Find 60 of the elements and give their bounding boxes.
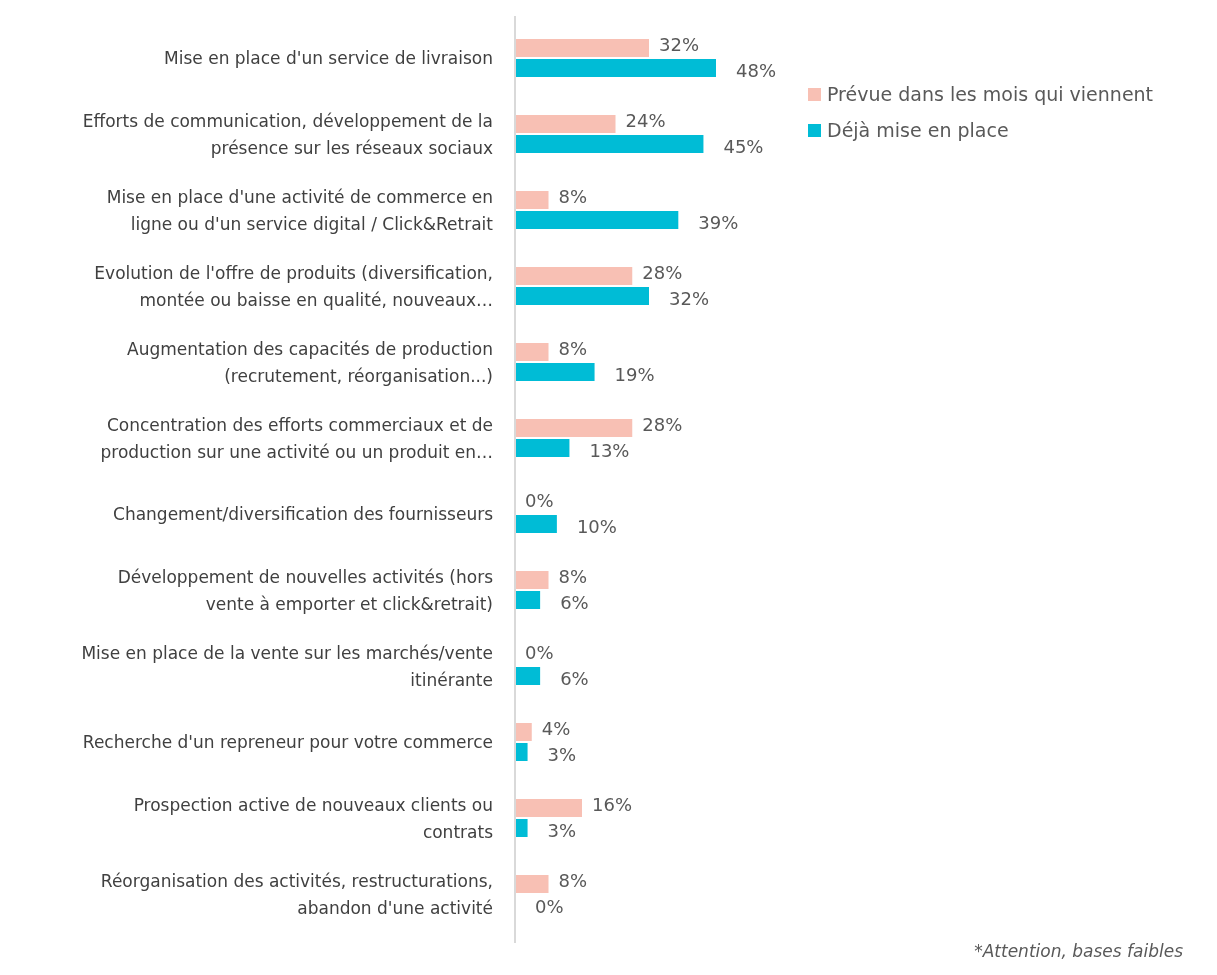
bar bbox=[515, 191, 549, 209]
bar bbox=[515, 799, 582, 817]
bar bbox=[515, 439, 570, 457]
y-tick-label: Evolution de l'offre de produits (diversification, montée ou baisse en qualité, nouveaux… bbox=[94, 262, 493, 310]
y-tick-label: Augmentation des capacités de production (recrutement, réorganisation...) bbox=[127, 338, 493, 386]
data-label: 24% bbox=[625, 110, 666, 131]
text: *Attention, bases faibles bbox=[974, 941, 1184, 961]
y-tick-label: Mise en place d'une activité de commerce en ligne ou d'un service digital / Click&Retrait bbox=[106, 186, 494, 234]
data-label: 3% bbox=[547, 744, 577, 765]
bar bbox=[515, 115, 616, 133]
data-label: 10% bbox=[576, 516, 617, 537]
data-label: 0% bbox=[525, 490, 554, 511]
bar bbox=[515, 59, 716, 77]
y-tick-label: Concentration des efforts commerciaux et de production sur une activité ou un produit en… bbox=[100, 414, 493, 462]
bar bbox=[515, 287, 649, 305]
data-label: 16% bbox=[592, 794, 633, 815]
bar bbox=[515, 723, 532, 741]
bar bbox=[515, 267, 633, 285]
bar bbox=[515, 343, 549, 361]
data-label: 19% bbox=[614, 364, 655, 385]
y-tick-label: Prospection active de nouveaux clients ou contrats bbox=[133, 794, 494, 842]
bar bbox=[515, 667, 541, 685]
y-tick-label: Changement/diversification des fournisseurs bbox=[113, 504, 494, 524]
bar bbox=[515, 875, 549, 893]
y-tick-label: Réorganisation des activités, restructurations, abandon d'une activité bbox=[100, 870, 493, 918]
data-label: 32% bbox=[659, 34, 700, 55]
data-label: 6% bbox=[560, 592, 589, 613]
bar bbox=[515, 515, 557, 533]
data-label: 48% bbox=[736, 60, 777, 81]
data-label: 8% bbox=[558, 338, 588, 359]
data-label: 45% bbox=[723, 136, 764, 157]
data-label: 32% bbox=[669, 288, 710, 309]
bar bbox=[515, 571, 549, 589]
data-label: 8% bbox=[558, 870, 588, 891]
bar bbox=[515, 743, 528, 761]
bar bbox=[515, 211, 679, 229]
y-tick-label: Mise en place de la vente sur les marchés/vente itinérante bbox=[81, 642, 493, 690]
data-label: 4% bbox=[541, 718, 571, 739]
data-label: 8% bbox=[558, 186, 588, 207]
data-label: 28% bbox=[642, 414, 683, 435]
y-tick-label: Mise en place d'un service de livraison bbox=[164, 48, 493, 68]
data-label: 28% bbox=[642, 262, 683, 283]
data-label: 8% bbox=[558, 566, 588, 587]
data-label: 0% bbox=[535, 896, 564, 917]
data-label: 0% bbox=[525, 642, 554, 663]
bar bbox=[515, 135, 704, 153]
y-tick-label: Recherche d'un repreneur pour votre commerce bbox=[82, 732, 493, 752]
data-label: 39% bbox=[698, 212, 739, 233]
bar bbox=[515, 819, 528, 837]
data-label: 6% bbox=[560, 668, 589, 689]
legend-label: Déjà mise en place bbox=[827, 119, 1009, 141]
data-label: 3% bbox=[547, 820, 577, 841]
data-label: 13% bbox=[589, 440, 630, 461]
y-tick-label: Efforts de communication, développement de la présence sur les réseaux sociaux bbox=[82, 110, 493, 158]
bar bbox=[515, 39, 649, 57]
bar bbox=[515, 419, 633, 437]
y-tick-label: Développement de nouvelles activités (hors vente à emporter et click&retrait) bbox=[117, 566, 494, 614]
bar bbox=[515, 363, 595, 381]
legend-label: Prévue dans les mois qui viennent bbox=[827, 83, 1154, 105]
bar bbox=[515, 591, 541, 609]
